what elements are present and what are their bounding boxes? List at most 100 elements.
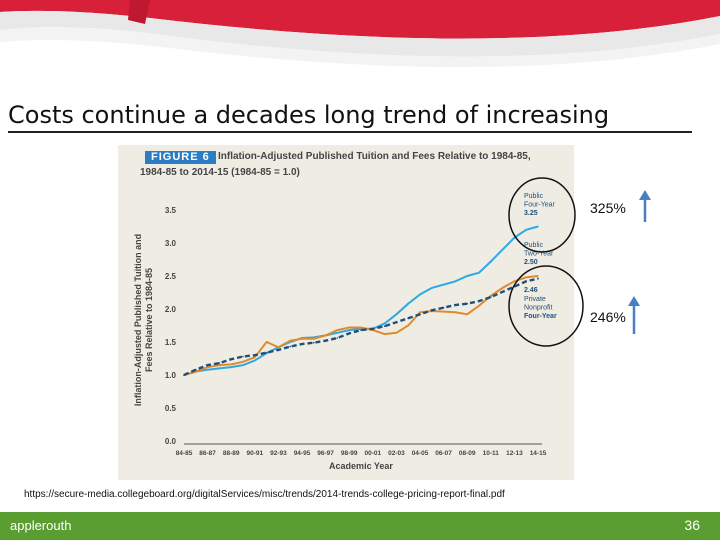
data-point xyxy=(195,370,197,373)
data-point xyxy=(183,374,185,376)
data-point xyxy=(254,356,256,359)
data-point xyxy=(454,311,457,314)
data-point xyxy=(525,229,527,231)
data-point xyxy=(395,332,398,334)
x-tick-label: 00-01 xyxy=(364,450,381,457)
chart-title: Inflation-Adjusted Published Tuition and… xyxy=(218,151,531,162)
data-point xyxy=(537,275,539,277)
data-point xyxy=(454,304,457,306)
series-value-private: 2.46 xyxy=(524,287,538,294)
x-tick-label: 02-03 xyxy=(388,450,405,457)
data-point xyxy=(501,248,504,251)
data-point xyxy=(537,277,539,280)
data-point xyxy=(254,354,256,357)
series-line-public-two-year xyxy=(183,275,539,376)
data-point xyxy=(254,359,256,362)
data-point xyxy=(513,236,516,239)
data-point xyxy=(478,300,480,302)
data-point xyxy=(372,328,374,330)
data-point xyxy=(348,326,351,329)
data-point xyxy=(490,260,492,263)
data-point xyxy=(230,358,232,361)
brand-name: applerouth xyxy=(10,518,72,533)
data-point xyxy=(348,329,351,331)
y-tick-label: 2.5 xyxy=(165,272,177,281)
data-point xyxy=(242,355,244,358)
data-point xyxy=(336,332,339,334)
callout-325-percent: 325% xyxy=(590,200,626,216)
x-tick-label: 08-09 xyxy=(459,450,476,457)
data-point xyxy=(336,329,339,331)
series-label-private-nonprofit: Four-Year xyxy=(524,313,557,320)
x-tick-label: 90-91 xyxy=(246,450,263,457)
callout-246-percent: 246% xyxy=(590,309,626,325)
x-tick-label: 14-15 xyxy=(530,450,547,457)
data-point xyxy=(348,332,351,335)
data-point xyxy=(206,368,209,371)
source-link[interactable]: https://secure-media.collegeboard.org/di… xyxy=(24,489,505,500)
data-point xyxy=(206,364,209,366)
data-point xyxy=(490,295,492,297)
data-point xyxy=(454,280,457,283)
data-point xyxy=(407,317,410,320)
data-point xyxy=(442,283,445,286)
series-label-public-two-year: Public xyxy=(524,242,544,249)
data-point xyxy=(195,368,197,371)
series-label-public-four-year: 3.25 xyxy=(524,210,538,217)
data-point xyxy=(513,280,516,283)
x-tick-label: 12-13 xyxy=(506,450,523,457)
data-point xyxy=(419,313,421,316)
data-point xyxy=(301,343,303,345)
data-point xyxy=(478,304,480,307)
x-tick-label: 86-87 xyxy=(199,450,216,457)
data-point xyxy=(313,341,315,344)
data-point xyxy=(513,285,516,288)
data-point xyxy=(218,364,221,366)
y-tick-label: 0.5 xyxy=(165,404,177,413)
x-tick-label: 06-07 xyxy=(435,450,452,457)
data-point xyxy=(277,346,280,349)
data-point xyxy=(525,280,527,283)
data-point xyxy=(242,364,244,366)
x-tick-label: 94-95 xyxy=(294,450,311,457)
data-point xyxy=(324,339,327,342)
series-label-public-four-year: Four-Year xyxy=(524,202,556,209)
y-tick-label: 2.0 xyxy=(165,305,177,314)
x-tick-label: 88-89 xyxy=(223,450,240,457)
figure-panel xyxy=(118,145,574,480)
data-point xyxy=(265,351,268,354)
data-point xyxy=(289,345,292,348)
data-point xyxy=(206,366,209,368)
data-point xyxy=(466,313,469,316)
data-point xyxy=(501,291,504,293)
data-point xyxy=(419,293,421,296)
footer-bar xyxy=(0,512,720,540)
data-point xyxy=(395,321,398,324)
y-tick-label: 1.0 xyxy=(165,371,177,380)
data-point xyxy=(442,310,445,313)
data-point xyxy=(360,326,362,329)
data-point xyxy=(501,287,504,289)
data-point xyxy=(336,337,339,339)
page-number: 36 xyxy=(684,517,700,533)
series-label-private-nonprofit: Nonprofit xyxy=(524,305,552,312)
data-point xyxy=(383,333,386,335)
y-tick-label: 1.5 xyxy=(165,338,177,347)
data-point xyxy=(431,309,433,312)
data-point xyxy=(324,334,327,337)
data-point xyxy=(360,329,362,331)
data-point xyxy=(490,296,492,298)
series-label-public-two-year: 2.50 xyxy=(524,259,538,266)
data-point xyxy=(230,363,232,366)
data-point xyxy=(537,225,539,228)
data-point xyxy=(431,287,433,289)
data-point xyxy=(383,325,386,328)
y-tick-label: 0.0 xyxy=(165,437,177,446)
data-point xyxy=(265,341,268,343)
chart-subtitle: 1984-85 to 2014-15 (1984-85 = 1.0) xyxy=(140,167,300,178)
data-point xyxy=(301,337,303,340)
data-point xyxy=(230,366,232,368)
data-point xyxy=(383,322,386,325)
data-point xyxy=(466,302,469,305)
